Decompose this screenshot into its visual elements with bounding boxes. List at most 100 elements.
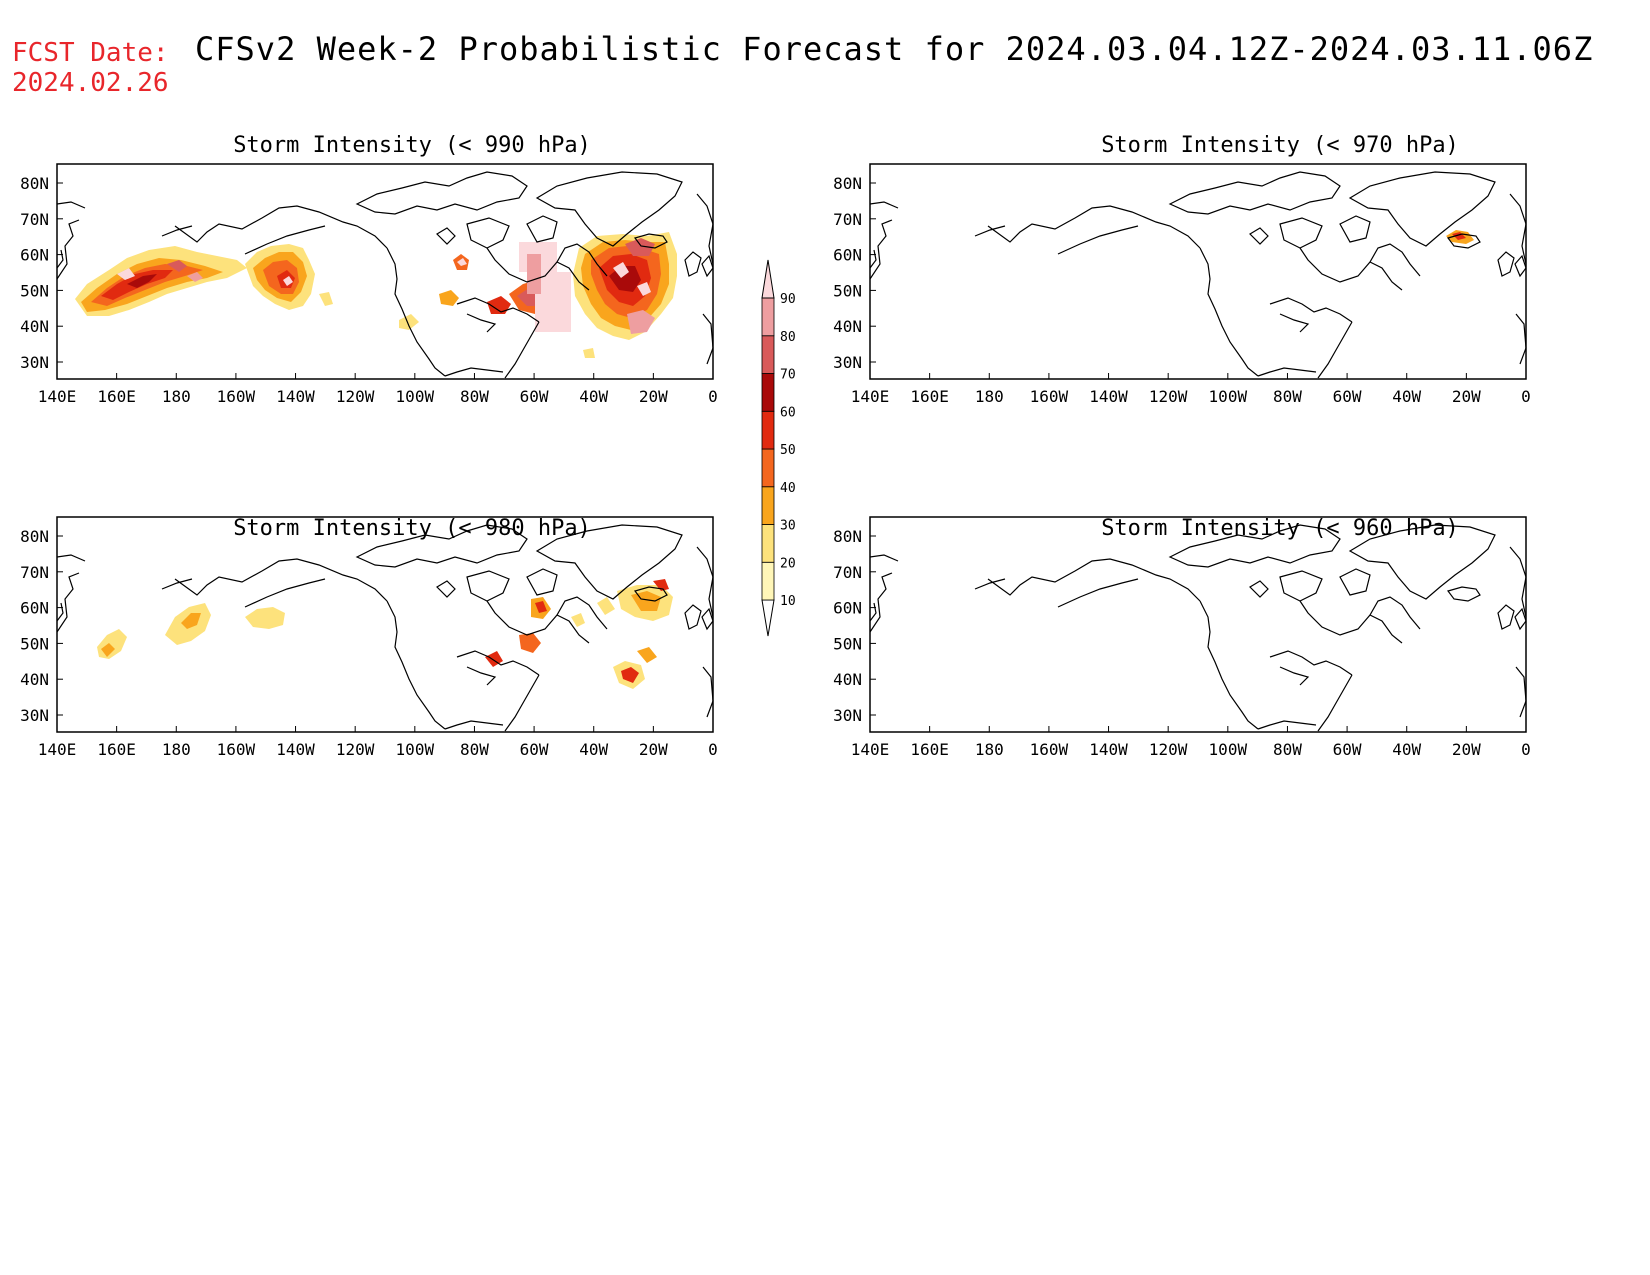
lat-tick-label: 70N xyxy=(833,563,862,582)
lon-tick-label: 0 xyxy=(1521,740,1531,759)
colorbar-label: 20 xyxy=(780,556,796,571)
colorbar-swatch xyxy=(761,448,775,488)
lat-tick-label: 40N xyxy=(20,317,49,336)
lat-tick-label: 60N xyxy=(833,599,862,618)
lon-tick-label: 180 xyxy=(975,740,1004,759)
lon-tick-label: 160E xyxy=(97,740,136,759)
lat-tick-label: 50N xyxy=(833,634,862,653)
lat-tick-label: 60N xyxy=(20,599,49,618)
lon-tick-label: 140W xyxy=(1089,387,1128,406)
lon-tick-label: 120W xyxy=(1149,740,1188,759)
lon-tick-label: 40W xyxy=(1392,387,1421,406)
lon-tick-label: 80W xyxy=(460,740,489,759)
colorbar-swatch xyxy=(761,410,775,450)
lat-tick-label: 30N xyxy=(20,706,49,725)
lat-tick-label: 80N xyxy=(20,174,49,193)
lon-tick-label: 140W xyxy=(1089,740,1128,759)
lon-tick-label: 160W xyxy=(1030,740,1069,759)
lat-tick-label: 80N xyxy=(833,527,862,546)
colorbar-swatch xyxy=(761,373,775,412)
lat-tick-label: 40N xyxy=(833,317,862,336)
lon-tick-label: 140E xyxy=(851,740,890,759)
forecast-date-value: 2024.02.26 xyxy=(12,68,169,98)
probability-shading-990 xyxy=(75,232,677,358)
lon-tick-label: 100W xyxy=(1209,740,1248,759)
lon-tick-label: 60W xyxy=(1333,387,1362,406)
lon-tick-label: 160W xyxy=(217,740,256,759)
lat-tick-label: 60N xyxy=(833,246,862,265)
lon-tick-label: 80W xyxy=(460,387,489,406)
lon-tick-label: 140E xyxy=(851,387,890,406)
probability-shading-980 xyxy=(97,579,673,689)
lon-tick-label: 140W xyxy=(276,740,315,759)
lon-tick-label: 100W xyxy=(396,740,435,759)
lon-tick-label: 120W xyxy=(1149,387,1188,406)
lon-tick-label: 60W xyxy=(520,387,549,406)
page-title: CFSv2 Week-2 Probabilistic Forecast for … xyxy=(195,30,1594,68)
lon-tick-label: 80W xyxy=(1273,387,1302,406)
lon-tick-label: 20W xyxy=(1452,387,1481,406)
map-panel-990 xyxy=(56,163,714,380)
panel-title-970: Storm Intensity (< 970 hPa) xyxy=(1101,133,1459,158)
lat-tick-label: 80N xyxy=(833,174,862,193)
panel-title-960: Storm Intensity (< 960 hPa) xyxy=(1101,516,1459,541)
colorbar-label: 60 xyxy=(780,405,796,420)
lon-tick-label: 160W xyxy=(217,387,256,406)
lat-tick-label: 70N xyxy=(833,210,862,229)
lon-tick-label: 40W xyxy=(1392,740,1421,759)
colorbar-label: 70 xyxy=(780,368,796,383)
lat-tick-label: 50N xyxy=(833,281,862,300)
colorbar-label: 90 xyxy=(780,292,796,307)
lon-tick-label: 160E xyxy=(910,740,949,759)
lon-tick-label: 140E xyxy=(38,387,77,406)
colorbar-swatch xyxy=(761,486,775,525)
colorbar-label: 10 xyxy=(780,594,796,609)
lon-tick-label: 0 xyxy=(708,387,718,406)
colorbar-swatch xyxy=(761,297,775,337)
lon-tick-label: 20W xyxy=(1452,740,1481,759)
colorbar-swatch xyxy=(761,524,775,563)
colorbar-label: 30 xyxy=(780,519,796,534)
lat-tick-label: 30N xyxy=(833,706,862,725)
forecast-date-label: FCST Date: xyxy=(12,38,169,68)
lon-tick-label: 40W xyxy=(579,387,608,406)
lat-tick-label: 70N xyxy=(20,563,49,582)
lat-tick-label: 50N xyxy=(20,634,49,653)
lon-tick-label: 0 xyxy=(1521,387,1531,406)
lon-tick-label: 100W xyxy=(396,387,435,406)
lon-tick-label: 60W xyxy=(1333,740,1362,759)
colorbar: 10 20 30 40 50 60 70 80 90 xyxy=(761,259,796,637)
lat-tick-label: 30N xyxy=(833,353,862,372)
lat-tick-label: 30N xyxy=(20,353,49,372)
panel-title-990: Storm Intensity (< 990 hPa) xyxy=(233,133,591,158)
lat-tick-label: 50N xyxy=(20,281,49,300)
lat-tick-label: 40N xyxy=(20,670,49,689)
lon-tick-label: 20W xyxy=(639,740,668,759)
lon-tick-label: 160E xyxy=(910,387,949,406)
lon-tick-label: 80W xyxy=(1273,740,1302,759)
map-panel-960 xyxy=(869,516,1527,733)
lat-tick-label: 60N xyxy=(20,246,49,265)
lon-tick-label: 120W xyxy=(336,740,375,759)
lon-tick-label: 140E xyxy=(38,740,77,759)
lon-tick-label: 160E xyxy=(97,387,136,406)
lat-tick-label: 70N xyxy=(20,210,49,229)
colorbar-swatch xyxy=(761,561,775,601)
colorbar-label: 80 xyxy=(780,330,796,345)
colorbar-label: 50 xyxy=(780,443,796,458)
map-panel-980 xyxy=(56,516,714,733)
lon-tick-label: 180 xyxy=(162,740,191,759)
lon-tick-label: 180 xyxy=(975,387,1004,406)
colorbar-label: 40 xyxy=(780,481,796,496)
probability-shading-970 xyxy=(1446,230,1474,244)
lon-tick-label: 120W xyxy=(336,387,375,406)
lat-tick-label: 40N xyxy=(833,670,862,689)
lon-tick-label: 0 xyxy=(708,740,718,759)
lon-tick-label: 160W xyxy=(1030,387,1069,406)
colorbar-swatch xyxy=(761,335,775,374)
lat-tick-label: 80N xyxy=(20,527,49,546)
lon-tick-label: 180 xyxy=(162,387,191,406)
lon-tick-label: 60W xyxy=(520,740,549,759)
lon-tick-label: 20W xyxy=(639,387,668,406)
